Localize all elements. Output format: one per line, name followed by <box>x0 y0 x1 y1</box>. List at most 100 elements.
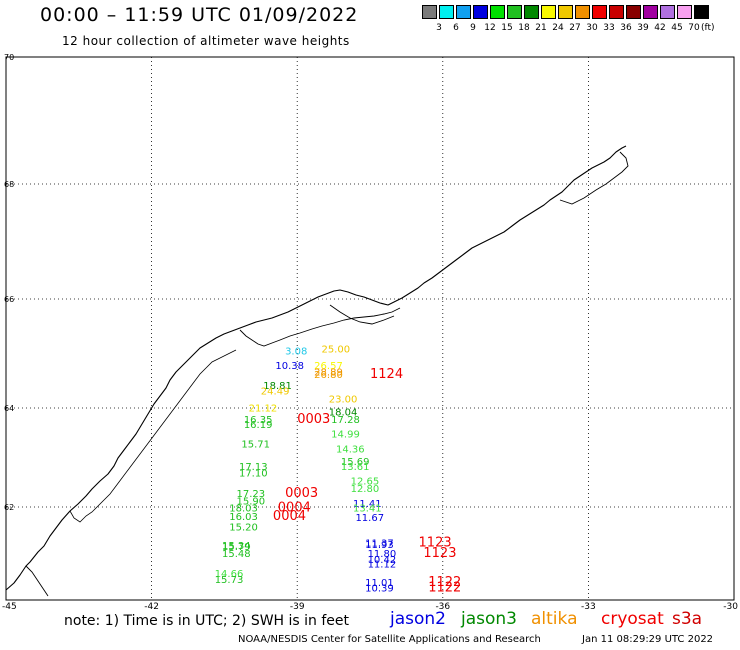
wave-height-value: 14.36 <box>336 445 365 456</box>
legend-swatch <box>694 5 709 19</box>
wave-height-value: 11.67 <box>355 513 384 524</box>
wave-height-value: 14.66 <box>215 569 244 580</box>
wave-height-value: 14.99 <box>331 430 360 441</box>
satellite-jason2: jason2 <box>390 609 446 629</box>
legend-tick-label: 39 <box>637 23 649 33</box>
legend-tick-label: 24 <box>552 23 564 33</box>
legend-tick-label: 3 <box>436 23 442 33</box>
wave-height-value: 18.04 <box>329 407 358 418</box>
legend-swatch <box>422 5 437 19</box>
legend-swatch <box>490 5 505 19</box>
legend-swatch <box>575 5 590 19</box>
wave-height-value: 13.61 <box>341 462 370 473</box>
wave-height-value: 11.93 <box>365 540 394 551</box>
satellite-jason3: jason3 <box>461 609 517 629</box>
pass-time-label: 0003 <box>297 412 330 427</box>
latitude-label: 68 <box>4 180 14 189</box>
legend-tick-label: 42 <box>654 23 666 33</box>
wave-height-value: 26.80 <box>314 370 343 381</box>
wave-height-value: 18.81 <box>263 381 292 392</box>
greenland-coastline <box>5 145 629 597</box>
longitude-label: -45 <box>2 602 17 612</box>
footer-note: note: 1) Time is in UTC; 2) SWH is in fe… <box>64 613 350 629</box>
latitude-labels: 70 68 66 64 62 <box>4 53 14 512</box>
pass-time-label: 1122 <box>428 581 461 596</box>
legend-swatch <box>524 5 539 19</box>
wave-height-value: 15.48 <box>222 549 251 560</box>
satellite-cryosat: cryosat <box>601 609 664 629</box>
wave-height-value: 12.80 <box>351 484 380 495</box>
map-title: 00:00 – 11:59 UTC 01/09/2022 <box>40 4 359 26</box>
legend-unit: (ft) <box>701 23 715 33</box>
longitude-label: -30 <box>723 602 738 612</box>
legend-tick-label: 33 <box>603 23 615 33</box>
map-subtitle: 12 hour collection of altimeter wave hei… <box>62 34 350 48</box>
wave-height-value: 26.57 <box>314 361 343 372</box>
wave-height-value: 15.69 <box>341 457 370 468</box>
pass-time-label: 0004 <box>273 509 306 524</box>
wave-height-value: 15.73 <box>215 575 244 586</box>
legend-tick-label: 45 <box>671 23 683 33</box>
pass-time-label: 1123 <box>423 546 456 561</box>
pass-time-label: 1122 <box>428 575 461 590</box>
wave-height-value: 15.34 <box>222 541 251 552</box>
wave-height-value: 3.08 <box>285 347 307 358</box>
legend-tick-label: 27 <box>569 23 581 33</box>
wave-height-value: 17.28 <box>331 415 360 426</box>
wave-height-value: 11.41 <box>353 499 382 510</box>
wave-height-value: 23.00 <box>329 395 358 406</box>
wave-height-value: 16.35 <box>244 415 273 426</box>
legend-swatch <box>592 5 607 19</box>
legend-tick-label: 30 <box>586 23 598 33</box>
longitude-label: -36 <box>435 602 450 612</box>
longitude-label: -39 <box>290 602 305 612</box>
pass-time-label: 1123 <box>419 536 452 551</box>
latitude-label: 62 <box>4 503 14 512</box>
pass-time-label: 0003 <box>285 486 318 501</box>
legend-tick-label: 6 <box>453 23 459 33</box>
legend-tick-label: 9 <box>470 23 476 33</box>
legend-tick-label: 70 <box>688 23 700 33</box>
pass-time-label: 1124 <box>370 367 403 382</box>
wave-height-value: 28.89 <box>314 367 343 378</box>
wave-height-value: 15.71 <box>241 440 270 451</box>
satellite-altika: altika <box>531 609 578 629</box>
legend-tick-label: 15 <box>501 23 513 33</box>
wave-height-value: 17.23 <box>237 489 266 500</box>
legend-swatch <box>456 5 471 19</box>
wave-height-value: 10.39 <box>365 584 394 595</box>
legend-tick-label: 18 <box>518 23 530 33</box>
wave-height-value: 11.37 <box>365 539 394 550</box>
latitude-label: 66 <box>4 295 14 304</box>
generated-timestamp: Jan 11 08:29:29 UTC 2022 <box>582 634 714 645</box>
legend-tick-label: 21 <box>535 23 547 33</box>
wave-height-value: 10.38 <box>275 361 304 372</box>
legend-swatch <box>558 5 573 19</box>
legend-tick-label: 36 <box>620 23 632 33</box>
wave-height-value: 16.19 <box>244 420 273 431</box>
longitude-label: -42 <box>144 602 159 612</box>
legend-swatch <box>677 5 692 19</box>
wave-height-value: 11.80 <box>368 549 397 560</box>
legend-swatch <box>473 5 488 19</box>
satellite-s3a: s3a <box>672 609 703 629</box>
credit-line: NOAA/NESDIS Center for Satellite Applica… <box>238 634 541 645</box>
wave-height-value: 10.42 <box>368 555 397 566</box>
wave-height-value: 17.10 <box>239 468 268 479</box>
latitude-label: 64 <box>4 404 14 413</box>
longitude-label: -33 <box>581 602 596 612</box>
wave-height-value: 15.79 <box>222 542 251 553</box>
legend-swatch <box>609 5 624 19</box>
legend-swatch <box>541 5 556 19</box>
wave-height-value: 15.20 <box>229 522 258 533</box>
wave-height-value: 12.65 <box>351 477 380 488</box>
pass-time-label: 0004 <box>278 501 311 516</box>
wave-height-value: 24.49 <box>261 386 290 397</box>
wave-height-value: 16.03 <box>229 512 258 523</box>
legend-swatch <box>660 5 675 19</box>
wave-height-value: 11.01 <box>365 578 394 589</box>
wave-height-value: 25.00 <box>321 344 350 355</box>
longitude-labels: -45 -42 -39 -36 -33 -30 <box>2 602 738 612</box>
legend-swatch <box>643 5 658 19</box>
